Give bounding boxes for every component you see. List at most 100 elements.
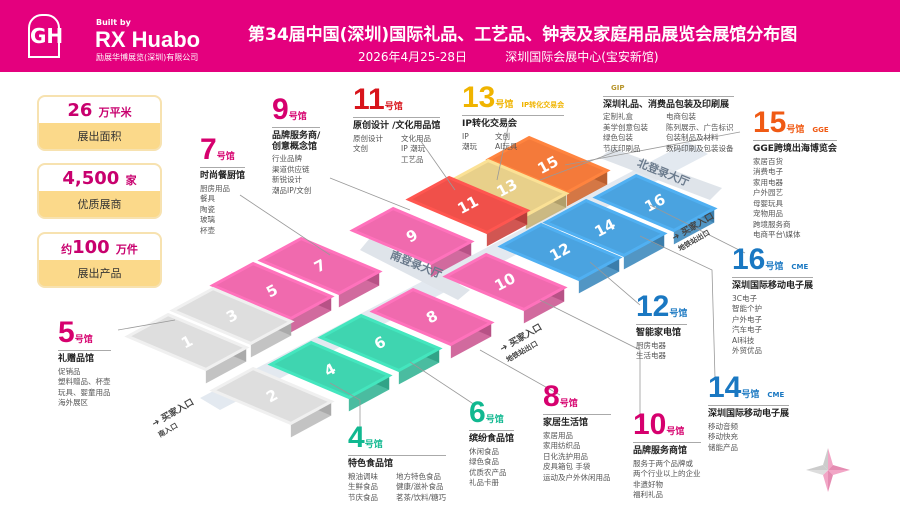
category-item: 家居用品 — [543, 430, 573, 440]
category-item: 健康/滋补食品 — [396, 482, 444, 491]
hall-5[interactable]: 5 — [209, 261, 335, 333]
category-item: 海外展区 — [58, 398, 88, 407]
category-item: 陶瓷 — [200, 204, 215, 214]
category-item: 生活电器 — [636, 351, 666, 360]
hall-suffix: 号馆 — [485, 415, 504, 425]
exhibition-logo: GGE — [812, 125, 829, 134]
stat-value: 4,500 家 — [62, 168, 137, 189]
category-item: 移动音频 — [708, 421, 738, 431]
hall-label-4: 4号馆 特色食品馆 粮油调味 生鲜食品 节庆食品 地方特色食品 健康/滋补食品 茗茶/饮料/糖… — [348, 421, 447, 503]
hall-6[interactable]: 6 — [317, 313, 443, 385]
hall-label-8: 8号馆 家居生活馆 家居用品 家用纺织品 日化洗护用品 皮具箱包 手袋 运动及户外休闲用品 — [543, 382, 611, 483]
category-item: 绿色食品 — [469, 457, 499, 466]
hall-top-face — [405, 175, 531, 235]
hall-10[interactable]: 10 — [442, 252, 568, 324]
hall-label-number: 15 — [753, 106, 787, 139]
category-item: 文化用品 — [401, 133, 431, 143]
hall-12[interactable]: 12 — [497, 222, 623, 294]
hall-top-face — [349, 206, 475, 266]
leader-line — [329, 177, 411, 211]
category-item: 运动及户外休闲用品 — [543, 472, 611, 482]
hall-11[interactable]: 11 — [405, 175, 531, 247]
hall-title: 家居生活馆 — [543, 418, 589, 428]
hall-1[interactable]: 1 — [124, 312, 250, 384]
hall-label-14: 14号馆 CME 深圳国际移动电子展 移动音频 移动快充 储能产品 — [708, 371, 790, 453]
category-item: 家居百货 — [753, 156, 783, 166]
category-item: 消费电子 — [753, 167, 783, 176]
leader-line — [239, 194, 331, 256]
exhibition-logo: GIP — [611, 84, 625, 92]
stat-label: 优质展商 — [77, 198, 122, 211]
leader-line — [117, 319, 176, 331]
category-item: 潮玩 — [462, 142, 477, 151]
hall-suffix: 号馆 — [384, 102, 403, 112]
north-lobby — [600, 148, 722, 200]
hall-label-11: 11号馆 原创设计 /文化用品馆 原创设计 文创 文化用品 IP 潮玩 工艺品 — [353, 83, 441, 165]
category-item: 智能个护 — [732, 304, 762, 313]
hall-label-13: 13号馆 IP转化交易会 IP转化交易会 IP 潮玩 文创 AI玩具 — [462, 83, 565, 153]
hall-suffix: 号馆 — [74, 335, 93, 345]
category-item: 两个行业以上的企业 — [633, 469, 701, 478]
hall-title: 智能家电馆 — [636, 328, 682, 338]
hall-13[interactable]: 13 — [444, 158, 570, 230]
south-lobby — [360, 238, 470, 300]
hall-suffix: 号馆 — [364, 440, 383, 450]
hall-label-number: 4 — [348, 421, 365, 454]
hall-top-face — [317, 313, 443, 373]
category-item: 渠道供应链 — [272, 164, 310, 174]
stat-card: 约100 万件 展出产品 — [37, 232, 162, 288]
category-item: 文创 — [495, 131, 510, 141]
hall-suffix: 号馆 — [216, 152, 235, 162]
leader-line — [409, 361, 476, 406]
hall-title: 礼赠品馆 — [58, 354, 95, 364]
category-item: 电商平台\媒体 — [753, 230, 801, 239]
hall-label-7: 7号馆 时尚餐厨馆 厨房用品 餐具 陶瓷 玻璃 杯壶 — [200, 133, 246, 236]
stat-card: 26 万平米 展出面积 — [37, 95, 162, 151]
hall-7[interactable]: 7 — [257, 236, 383, 308]
category-item: 玩具、婴童用品 — [58, 387, 111, 397]
hall-suffix: 号馆 — [666, 427, 685, 437]
hall-label-number: 12 — [636, 290, 670, 323]
category-item: 促销品 — [58, 366, 81, 376]
hall-top-face — [257, 236, 383, 296]
category-item: 原创设计 — [353, 133, 383, 143]
event-date: 2026年4月25-28日 — [358, 50, 468, 64]
stat-value: 约100 万件 — [61, 237, 138, 258]
hall-label-number: 16 — [732, 243, 766, 276]
hall-top-face — [542, 198, 668, 258]
category-item: AI科技 — [732, 335, 755, 345]
hall-suffix: 号馆 — [495, 100, 514, 110]
leader-line — [419, 139, 456, 191]
leader-line — [329, 382, 361, 430]
hall-label-number: 14 — [708, 371, 742, 404]
hall-15[interactable]: 15 — [485, 135, 611, 207]
hall-top-face — [169, 286, 295, 346]
category-item: 家用电器 — [753, 177, 783, 187]
hall-4[interactable]: 4 — [267, 340, 393, 412]
category-item: 餐具 — [200, 194, 215, 203]
hall-title: 品牌服务商馆 — [633, 446, 688, 456]
category-item: 绿色包装 — [603, 133, 633, 143]
category-item: 厨房电器 — [636, 340, 666, 350]
hall-label-15: 15号馆 GGE GGE跨境出海博览会 家居百货 消费电子 家用电器 户外园艺 母婴玩具 宠物用… — [753, 108, 837, 241]
stat-value: 26 万平米 — [67, 100, 132, 121]
hall-3[interactable]: 3 — [169, 286, 295, 358]
category-item: IP — [462, 131, 469, 141]
category-item: 节庆印刷品 — [603, 143, 641, 153]
hall-label-number: 11 — [353, 83, 385, 116]
page-title: 第34届中国(深圳)国际礼品、工艺品、钟表及家庭用品展览会展馆分布图 — [248, 25, 798, 45]
hall-8[interactable]: 8 — [369, 287, 495, 359]
hall-16[interactable]: 16 — [592, 173, 718, 245]
leader-line — [639, 235, 716, 379]
hall-top-face — [209, 261, 335, 321]
hall-label-number: 7 — [200, 133, 217, 166]
hall-9[interactable]: 9 — [349, 206, 475, 278]
category-item: 文创 — [353, 144, 368, 153]
category-item: 户外电子 — [732, 314, 762, 324]
category-item: 母婴玩具 — [753, 198, 783, 208]
category-item: 服务于两个品牌或 — [633, 458, 693, 468]
hall-suffix: 号馆 — [288, 112, 307, 122]
category-item: IP 潮玩 — [401, 144, 426, 153]
hall-2[interactable]: 2 — [209, 366, 335, 438]
hall-label-number: 9 — [272, 93, 289, 126]
